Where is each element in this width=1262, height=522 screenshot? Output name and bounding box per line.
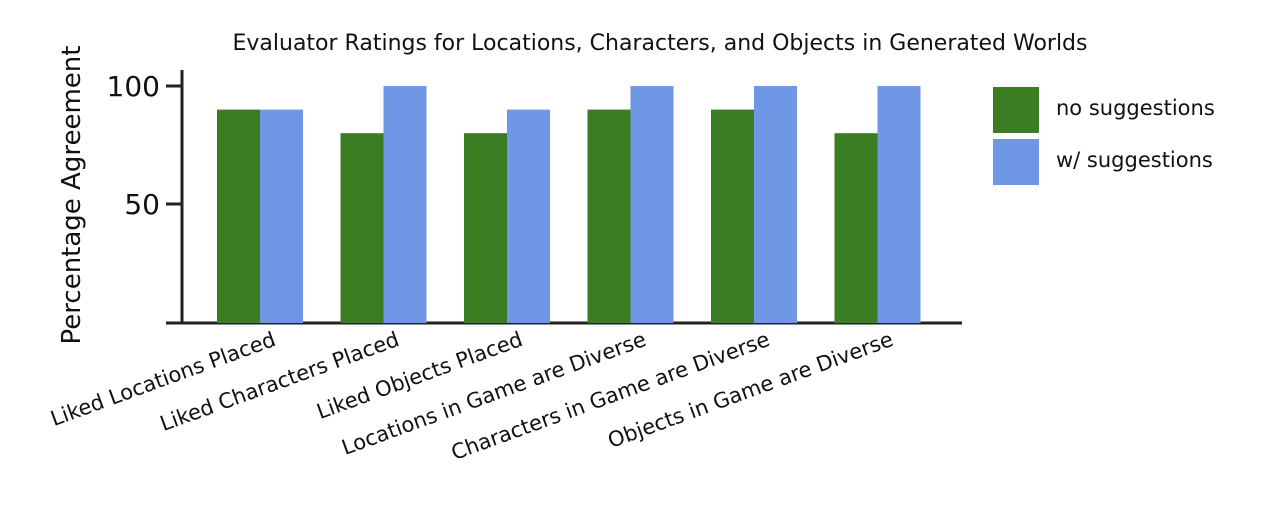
legend-label: w/ suggestions bbox=[1056, 148, 1213, 172]
bar bbox=[630, 86, 674, 323]
bar bbox=[260, 109, 303, 323]
y-axis-label: Percentage Agreement bbox=[57, 46, 87, 345]
bar bbox=[217, 109, 260, 323]
y-tick-label: 50 bbox=[124, 188, 160, 221]
bar bbox=[340, 133, 384, 323]
bar bbox=[711, 109, 754, 323]
bar bbox=[754, 86, 797, 323]
legend-swatch bbox=[993, 87, 1039, 133]
chart-title: Evaluator Ratings for Locations, Charact… bbox=[232, 31, 1087, 56]
legend: no suggestions w/ suggestions bbox=[993, 87, 1215, 185]
bar bbox=[877, 86, 921, 323]
y-tick-label: 100 bbox=[107, 70, 160, 103]
bar bbox=[834, 133, 878, 323]
bar bbox=[383, 86, 427, 323]
bar bbox=[507, 109, 550, 323]
bar bbox=[587, 109, 631, 323]
legend-swatch bbox=[993, 139, 1039, 185]
legend-label: no suggestions bbox=[1056, 96, 1215, 120]
bars bbox=[217, 86, 921, 323]
bar bbox=[464, 133, 507, 323]
